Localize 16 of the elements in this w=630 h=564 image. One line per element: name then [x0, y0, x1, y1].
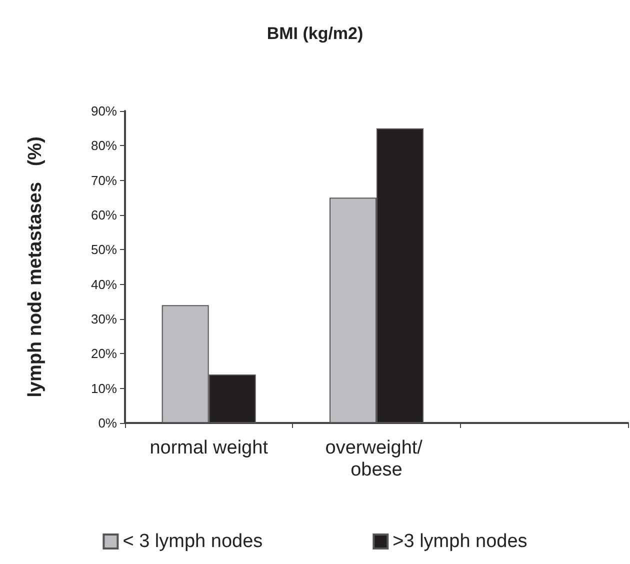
- y-tick-label: 0%: [98, 416, 118, 430]
- y-tick-label: 70%: [90, 172, 118, 188]
- y-tick-label: 40%: [90, 276, 118, 292]
- y-tick-label: 90%: [90, 104, 118, 118]
- legend-label: < 3 lymph nodes: [122, 531, 263, 552]
- y-tick-label: 60%: [90, 208, 118, 222]
- x-tick-label: normal weight: [150, 438, 269, 458]
- y-tick-label: 30%: [90, 312, 118, 326]
- y-axis-title: lymph node metastases (%): [25, 136, 46, 398]
- x-tick-label: overweight/ obese: [325, 438, 428, 480]
- legend-label: >3 lymph nodes: [392, 531, 528, 552]
- y-tick-label: 50%: [90, 242, 118, 258]
- y-tick-label: 20%: [90, 346, 118, 362]
- chart-title: BMI (kg/m2): [266, 24, 364, 43]
- y-tick-label: 10%: [90, 380, 118, 396]
- y-tick-label: 80%: [90, 138, 118, 154]
